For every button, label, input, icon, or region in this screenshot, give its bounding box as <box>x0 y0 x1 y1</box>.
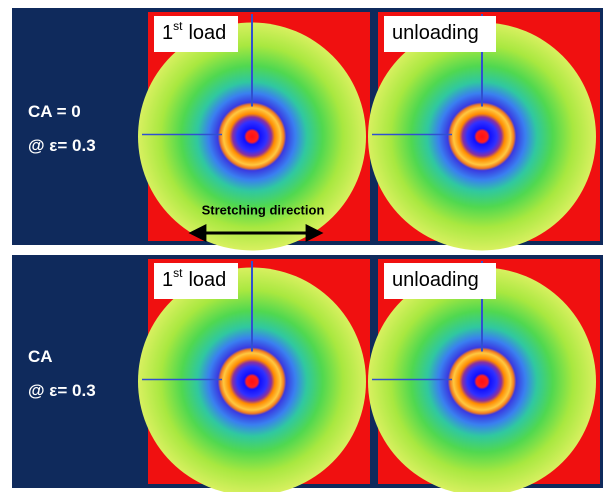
tag-text: load <box>188 269 226 291</box>
pattern-image: unloading <box>368 259 600 492</box>
figure: CA = 0@ ε= 0.31stloadStretching directio… <box>0 0 607 492</box>
tag-text: 1 <box>162 269 173 291</box>
tag-text: load <box>188 22 226 44</box>
condition-label: CA = 0 <box>28 102 81 121</box>
condition-label: CA <box>28 347 53 366</box>
annotation: Stretching direction <box>202 202 325 217</box>
image-tag: unloading <box>392 22 479 44</box>
condition-label: @ ε= 0.3 <box>28 136 96 155</box>
tag-text: st <box>173 266 183 280</box>
image-tag: unloading <box>392 269 479 291</box>
tag-text: 1 <box>162 22 173 44</box>
pattern-image: unloading <box>368 12 600 251</box>
condition-label: @ ε= 0.3 <box>28 381 96 400</box>
tag-text: unloading <box>392 22 479 44</box>
tag-text: st <box>173 19 183 33</box>
tag-text: unloading <box>392 269 479 291</box>
